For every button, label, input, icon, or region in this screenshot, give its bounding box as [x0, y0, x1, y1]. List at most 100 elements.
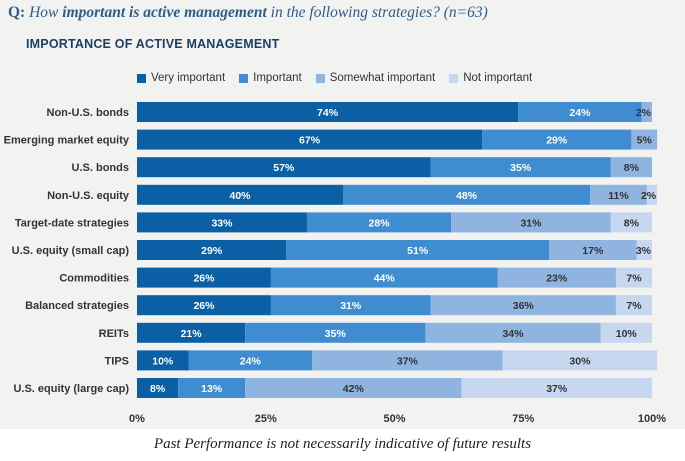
- bar-segment-very-important: [137, 295, 271, 316]
- data-label: 21%: [181, 328, 203, 340]
- bar-segment-not-important: [615, 295, 652, 316]
- bar-segment-somewhat-important: [430, 295, 616, 316]
- category-label: U.S. bonds: [72, 162, 129, 174]
- bar-segment-very-important: [137, 157, 431, 178]
- bar-segment-very-important: [137, 350, 189, 371]
- category-label: U.S. equity (small cap): [12, 245, 130, 257]
- data-label: 37%: [397, 355, 419, 367]
- bar-segment-very-important: [137, 240, 287, 260]
- bar-segment-very-important: [137, 322, 246, 343]
- legend-item-very-important: Very important: [137, 72, 225, 84]
- bar-segment-not-important: [615, 267, 652, 288]
- data-label: 29%: [201, 245, 223, 257]
- bar-segment-not-important: [461, 378, 652, 398]
- data-label: 24%: [240, 355, 262, 367]
- data-label: 5%: [637, 135, 653, 147]
- bar-segment-somewhat-important: [497, 267, 616, 288]
- category-label: Non-U.S. equity: [47, 190, 130, 202]
- data-label: 23%: [546, 273, 568, 285]
- data-label: 34%: [502, 328, 524, 340]
- data-label: 28%: [369, 217, 391, 229]
- data-label: 7%: [626, 300, 642, 312]
- bar-segment-somewhat-important: [590, 184, 647, 205]
- bar-segment-not-important: [600, 322, 652, 343]
- bar-segment-very-important: [137, 129, 483, 150]
- bar-segment-not-important: [502, 350, 658, 371]
- bar-segment-important: [178, 378, 246, 398]
- data-label: 3%: [636, 245, 652, 257]
- data-label: 29%: [546, 135, 568, 147]
- bar-segment-important: [430, 157, 611, 178]
- data-label: 8%: [624, 162, 640, 174]
- data-label: 57%: [273, 162, 295, 174]
- bar-segment-important: [270, 295, 431, 316]
- question-part2: in the following strategies? (n=63): [266, 4, 488, 21]
- data-label: 33%: [211, 217, 233, 229]
- category-label: REITs: [99, 328, 129, 340]
- bar-segment-very-important: [137, 184, 343, 205]
- question-part1: How: [29, 4, 63, 21]
- bar-segment-very-important: [137, 102, 519, 122]
- data-label: 26%: [193, 300, 215, 312]
- x-tick-label: 75%: [512, 413, 534, 425]
- data-label: 2%: [636, 107, 652, 119]
- bar-segment-important: [270, 267, 498, 288]
- category-label: TIPS: [105, 355, 129, 367]
- data-label: 40%: [229, 190, 251, 202]
- bar-segment-somewhat-important: [312, 350, 503, 371]
- question-emphasis: important is active management: [62, 4, 267, 21]
- bar-segment-somewhat-important: [631, 129, 658, 150]
- data-label: 74%: [317, 107, 339, 119]
- bar-segment-somewhat-important: [451, 212, 611, 233]
- bar-segment-very-important: [137, 212, 307, 233]
- legend-label-somewhat-important: Somewhat important: [329, 72, 436, 84]
- data-label: 67%: [299, 135, 321, 147]
- x-tick-label: 50%: [383, 413, 405, 425]
- category-label: Non-U.S. bonds: [47, 107, 130, 119]
- bar-segment-important: [306, 212, 452, 233]
- question-prefix: Q:: [8, 4, 26, 21]
- bar-segment-not-important: [636, 240, 652, 260]
- bar-segment-somewhat-important: [245, 378, 462, 398]
- chart-title: IMPORTANCE OF ACTIVE MANAGEMENT: [26, 37, 280, 51]
- data-label: 7%: [626, 273, 642, 285]
- legend-swatch-somewhat-important: [315, 73, 325, 83]
- bar-segment-important: [343, 184, 591, 205]
- data-label: 42%: [343, 383, 365, 395]
- data-label: 30%: [569, 355, 591, 367]
- x-tick-label: 0%: [129, 413, 145, 425]
- x-tick-label: 25%: [255, 413, 277, 425]
- bar-segment-important: [286, 240, 549, 260]
- data-label: 31%: [520, 217, 542, 229]
- x-tick-label: 100%: [638, 413, 666, 425]
- category-label: Balanced strategies: [25, 300, 129, 312]
- data-label: 10%: [152, 355, 174, 367]
- bar-segment-important: [188, 350, 313, 371]
- data-label: 11%: [608, 190, 629, 202]
- bar-segment-somewhat-important: [425, 322, 601, 343]
- data-label: 37%: [546, 383, 568, 395]
- data-label: 35%: [325, 328, 347, 340]
- category-label: Target-date strategies: [15, 217, 129, 229]
- data-label: 36%: [513, 300, 535, 312]
- legend-swatch-not-important: [449, 73, 459, 83]
- data-label: 44%: [374, 273, 396, 285]
- category-label: Emerging market equity: [4, 135, 130, 147]
- bar-segment-important: [518, 102, 642, 122]
- bar-segment-somewhat-important: [610, 157, 652, 178]
- chart-legend: Very important Important Somewhat import…: [137, 71, 546, 85]
- bar-segment-very-important: [137, 267, 271, 288]
- legend-item-somewhat-important: Somewhat important: [315, 72, 436, 84]
- legend-item-important: Important: [239, 72, 302, 84]
- category-label: U.S. equity (large cap): [13, 383, 129, 395]
- legend-swatch-important: [239, 73, 249, 83]
- legend-swatch-very-important: [137, 73, 146, 83]
- bar-segment-not-important: [610, 212, 652, 233]
- data-label: 13%: [201, 383, 223, 395]
- bar-segment-somewhat-important: [549, 240, 637, 260]
- legend-item-not-important: Not important: [449, 72, 532, 84]
- data-label: 17%: [582, 245, 604, 257]
- data-label: 10%: [616, 328, 638, 340]
- question-text: Q: How important is active management in…: [8, 4, 488, 22]
